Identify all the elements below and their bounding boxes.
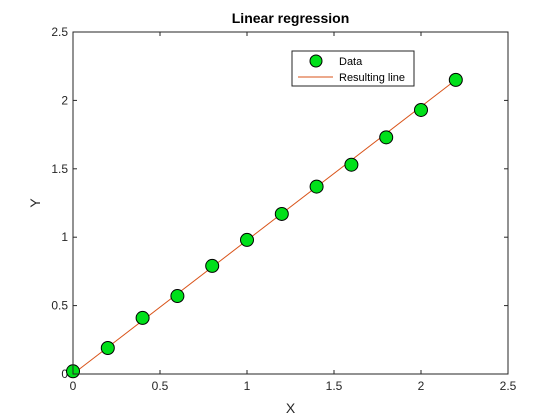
y-tick-label: 2 bbox=[61, 93, 68, 107]
series-layer bbox=[66, 72, 463, 379]
x-tick-label: 0.5 bbox=[152, 379, 169, 393]
data-point bbox=[100, 341, 115, 356]
x-tick-label: 2.5 bbox=[500, 379, 517, 393]
data-point bbox=[240, 232, 254, 247]
data-point bbox=[274, 206, 289, 221]
legend-marker-data bbox=[309, 54, 323, 68]
data-point bbox=[344, 157, 359, 172]
x-tick-label: 1.5 bbox=[326, 379, 343, 393]
axes-box bbox=[72, 31, 509, 375]
legend: Data Resulting line bbox=[291, 50, 415, 87]
resulting-line bbox=[72, 79, 457, 375]
data-point bbox=[135, 310, 150, 325]
x-axis-label: X bbox=[286, 400, 296, 416]
x-tick-label: 2 bbox=[418, 379, 425, 393]
y-tick-label: 0.5 bbox=[51, 299, 68, 313]
x-tick-label: 1 bbox=[244, 379, 251, 393]
data-point bbox=[170, 289, 185, 304]
legend-label-resulting-line: Resulting line bbox=[339, 72, 405, 84]
y-tick-label: 2.5 bbox=[51, 25, 68, 39]
data-point bbox=[448, 72, 463, 87]
legend-label-data: Data bbox=[339, 56, 363, 68]
y-tick-label: 0 bbox=[61, 367, 68, 381]
data-point bbox=[414, 102, 428, 117]
data-point bbox=[309, 179, 324, 194]
legend-box bbox=[291, 50, 415, 87]
y-axis-label: Y bbox=[27, 198, 43, 208]
y-tick-label: 1 bbox=[61, 230, 68, 244]
x-tick-label: 0 bbox=[70, 379, 77, 393]
y-tick-label: 1.5 bbox=[51, 162, 68, 176]
ticks-layer: 0 0.5 1 1.5 2 2.5 0 0.5 1 1.5 2 2.5 bbox=[51, 25, 516, 393]
data-point bbox=[379, 130, 394, 145]
data-point bbox=[205, 258, 220, 273]
chart-title: Linear regression bbox=[232, 10, 350, 26]
